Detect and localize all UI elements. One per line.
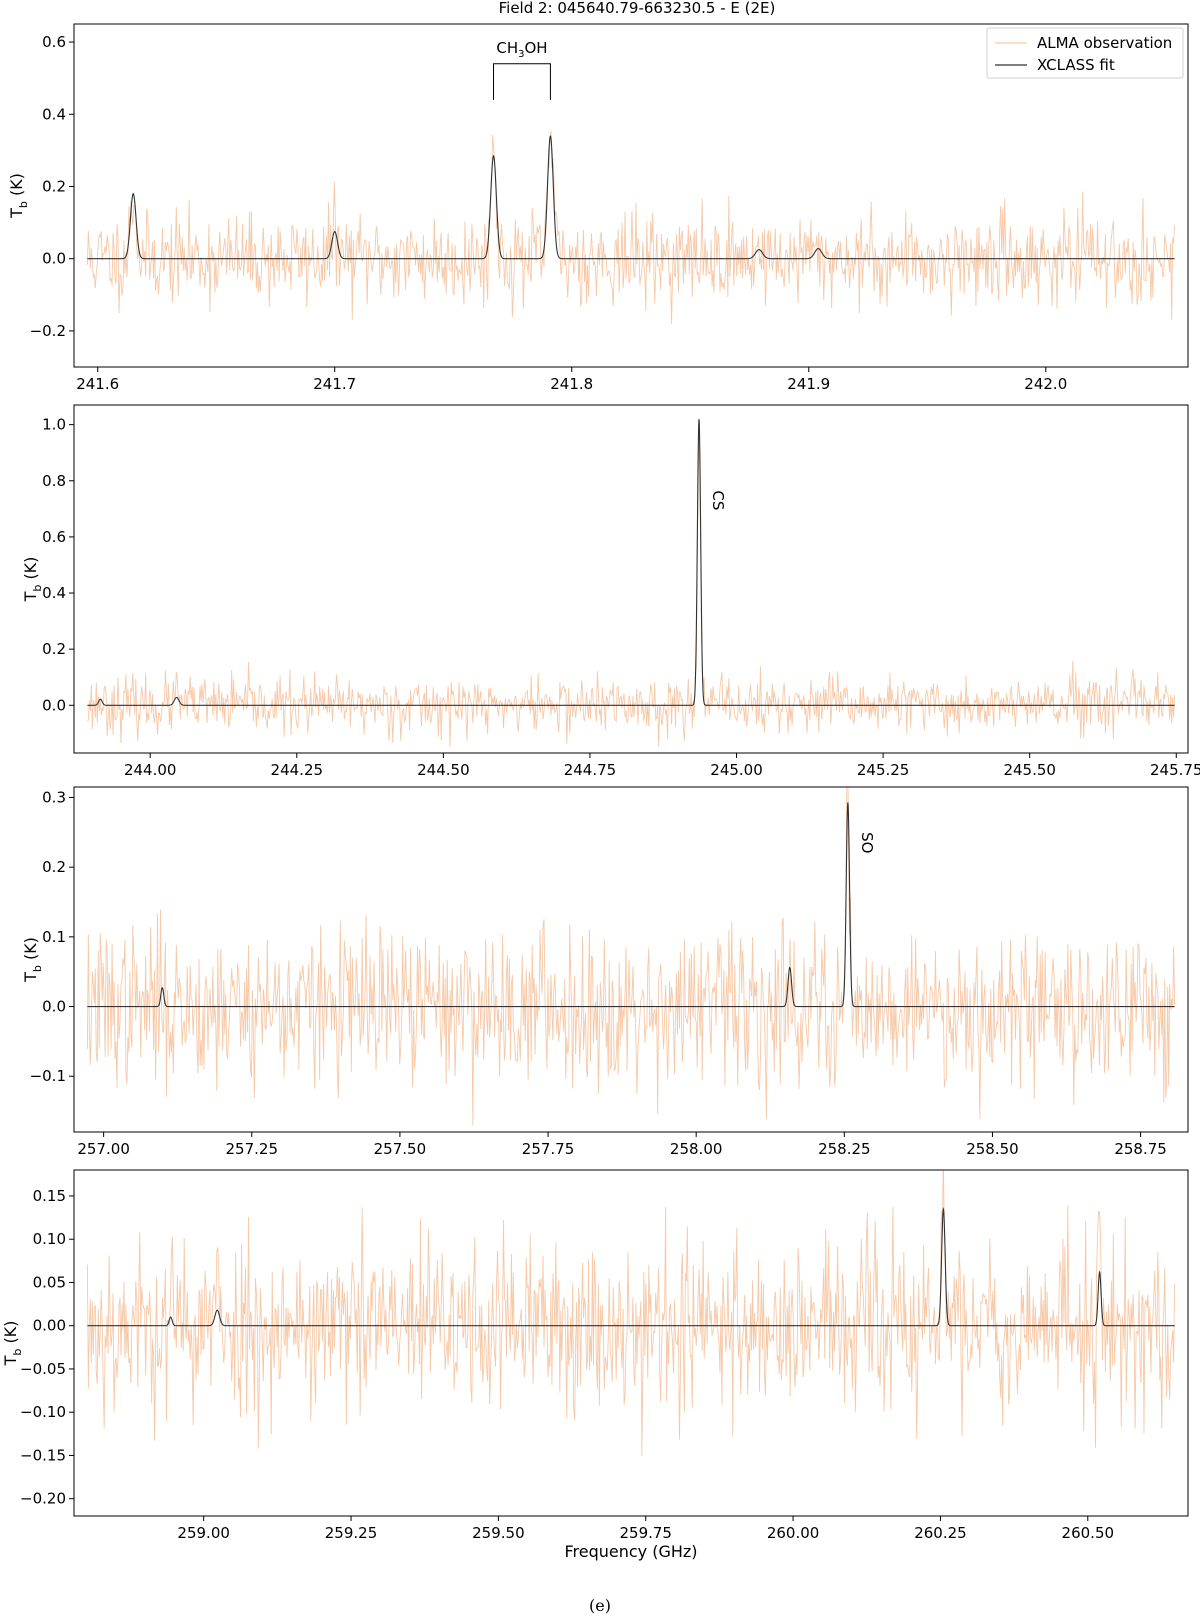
- observation-series-line: [87, 420, 1176, 747]
- x-tick-label: 260.00: [767, 1524, 820, 1542]
- plot-frame: [73, 404, 1189, 754]
- x-tick-label: 259.25: [325, 1524, 378, 1542]
- y-tick-label: 0.0: [42, 998, 66, 1016]
- y-tick-label: 0.2: [42, 640, 66, 658]
- y-tick-label: −0.15: [20, 1446, 66, 1464]
- annotation-label: SO: [858, 832, 876, 853]
- fit-series-line: [87, 802, 1175, 1008]
- x-tick-label: 258.50: [966, 1140, 1019, 1158]
- fit-series-line: [87, 419, 1175, 706]
- y-tick-label: −0.05: [20, 1360, 66, 1378]
- y-tick-label: −0.1: [30, 1067, 66, 1085]
- y-tick-label: 0.4: [42, 105, 66, 123]
- annotation-label: CH3OH: [496, 39, 547, 60]
- y-tick-label: −0.10: [20, 1403, 66, 1421]
- annotation-bracket: [493, 63, 551, 100]
- x-tick-label: 257.50: [374, 1140, 427, 1158]
- x-tick-label: 244.75: [564, 761, 617, 779]
- chart-panel-1: 241.6 241.7 241.8 241.9 242.0 −0.2 0.0 0.2 0.4 0.…: [7, 23, 1189, 393]
- y-tick-label: 0.6: [42, 528, 66, 546]
- y-tick-label: 0.00: [33, 1317, 66, 1335]
- y-tick-label: 0.10: [33, 1230, 66, 1248]
- panels-group: 241.6 241.7 241.8 241.9 242.0 −0.2 0.0 0.2 0.4 0.…: [1, 23, 1200, 1561]
- chart-panel-4: 259.00 259.25 259.50 259.75 260.00 260.25 260.…: [1, 1169, 1189, 1561]
- x-tick-label: 259.00: [177, 1524, 230, 1542]
- x-tick-label: 244.25: [271, 761, 324, 779]
- figure-caption: (e): [589, 1596, 611, 1615]
- x-tick-label: 242.0: [1024, 375, 1067, 393]
- x-tick-label: 241.6: [76, 375, 119, 393]
- y-tick-label: 0.2: [42, 858, 66, 876]
- plot-frame: [73, 786, 1189, 1133]
- y-axis-label: Tb (K): [1, 1321, 24, 1367]
- y-tick-label: 0.4: [42, 584, 66, 602]
- x-tick-label: 257.75: [522, 1140, 575, 1158]
- x-tick-label: 245.75: [1150, 761, 1200, 779]
- x-tick-label: 244.00: [124, 761, 177, 779]
- x-tick-label: 245.50: [1003, 761, 1056, 779]
- y-tick-label: 0.0: [42, 696, 66, 714]
- x-tick-label: 258.00: [670, 1140, 723, 1158]
- x-tick-label: 260.25: [914, 1524, 967, 1542]
- fit-series-line: [87, 1206, 1175, 1327]
- y-tick-label: 0.05: [33, 1273, 66, 1291]
- x-tick-label: 245.00: [710, 761, 763, 779]
- y-tick-label: −0.2: [30, 322, 66, 340]
- legend-label: ALMA observation: [1037, 34, 1172, 52]
- y-tick-label: 0.8: [42, 472, 66, 490]
- x-axis-label: Frequency (GHz): [564, 1542, 697, 1561]
- y-tick-label: 0.3: [42, 788, 66, 806]
- y-tick-label: 0.15: [33, 1187, 66, 1205]
- legend-box: [986, 27, 1184, 79]
- y-tick-label: 0.6: [42, 33, 66, 51]
- y-tick-label: 0.2: [42, 177, 66, 195]
- y-tick-label: 1.0: [42, 416, 66, 434]
- chart-panel-2: 244.00 244.25 244.50 244.75 245.00 245.25 245.…: [21, 404, 1200, 779]
- y-axis-label: Tb (K): [21, 557, 44, 603]
- x-tick-label: 244.50: [417, 761, 470, 779]
- chart-panel-3: 257.00 257.25 257.50 257.75 258.00 258.25 258.…: [21, 786, 1189, 1158]
- observation-series-line: [86, 1170, 1176, 1456]
- x-tick-label: 245.25: [857, 761, 910, 779]
- x-tick-label: 241.7: [313, 375, 356, 393]
- observation-series-line: [86, 787, 1176, 1126]
- y-tick-label: −0.20: [20, 1490, 66, 1508]
- observation-series-line: [86, 130, 1176, 324]
- plot-frame: [73, 23, 1189, 368]
- y-axis-label: Tb (K): [7, 173, 30, 219]
- figure-title: Field 2: 045640.79-663230.5 - E (2E): [499, 0, 776, 17]
- x-tick-label: 260.50: [1062, 1524, 1115, 1542]
- y-tick-label: 0.0: [42, 250, 66, 268]
- annotation-label: CS: [709, 490, 727, 510]
- x-tick-label: 257.00: [77, 1140, 130, 1158]
- x-tick-label: 241.9: [787, 375, 830, 393]
- x-tick-label: 257.25: [226, 1140, 279, 1158]
- y-tick-label: 0.1: [42, 928, 66, 946]
- legend: ALMA observation XCLASS fit: [986, 27, 1184, 79]
- x-tick-label: 258.75: [1114, 1140, 1167, 1158]
- fit-series-line: [87, 135, 1175, 260]
- plot-frame: [73, 1169, 1189, 1517]
- y-axis-label: Tb (K): [21, 937, 44, 983]
- legend-label: XCLASS fit: [1037, 56, 1115, 74]
- x-tick-label: 258.25: [818, 1140, 871, 1158]
- x-tick-label: 259.75: [619, 1524, 672, 1542]
- x-tick-label: 259.50: [472, 1524, 525, 1542]
- x-tick-label: 241.8: [550, 375, 593, 393]
